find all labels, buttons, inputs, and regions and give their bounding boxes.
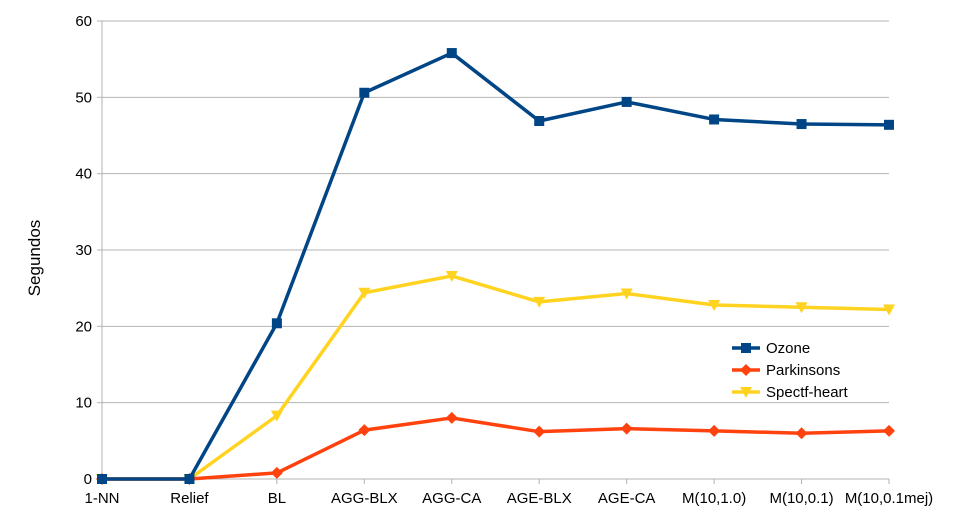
data-point (445, 411, 458, 424)
x-tick-label: AGE-BLX (507, 490, 572, 507)
data-point (884, 119, 894, 130)
data-point (795, 302, 808, 314)
series-ozone (97, 48, 894, 484)
y-axis-label: Segundos (25, 220, 44, 297)
data-point (358, 424, 371, 437)
data-point (620, 288, 633, 300)
data-point (358, 287, 371, 299)
data-point (533, 425, 546, 438)
data-point (796, 119, 807, 130)
legend-marker (740, 364, 752, 376)
series-parkinsons (96, 411, 895, 485)
data-point (620, 422, 633, 435)
legend-marker (741, 343, 751, 353)
data-point (708, 299, 721, 311)
y-tick-label: 20 (75, 318, 92, 335)
data-point (446, 48, 457, 59)
y-tick-label: 60 (75, 13, 92, 30)
legend-item: Ozone (732, 340, 810, 357)
legend-label: Ozone (766, 340, 810, 357)
x-tick-label: AGE-CA (598, 490, 656, 507)
data-point (270, 410, 283, 422)
legend-marker (740, 387, 752, 398)
x-tick-label: 1-NN (84, 490, 119, 507)
data-point (97, 474, 107, 484)
data-point (184, 474, 195, 484)
series-line (102, 51, 890, 481)
x-tick-label: M(10,0.1) (769, 490, 833, 507)
axes (97, 20, 890, 484)
data-point (270, 466, 283, 479)
legend-item: Parkinsons (732, 362, 840, 379)
x-tick-label: M(10,1.0) (682, 490, 746, 507)
grid (102, 20, 889, 404)
y-tick-label: 30 (75, 242, 92, 259)
legend-label: Parkinsons (766, 362, 840, 379)
data-point (445, 270, 458, 282)
series-line (102, 274, 890, 481)
y-axis-ticks: 0 10 20 30 40 50 60 (75, 13, 92, 488)
y-tick-label: 50 (75, 89, 92, 106)
series-line (102, 416, 890, 481)
x-tick-label: BL (268, 490, 286, 507)
data-point (534, 115, 545, 126)
data-point (795, 427, 808, 440)
data-point (533, 296, 546, 308)
data-point (359, 87, 370, 98)
y-tick-label: 0 (84, 471, 92, 488)
x-tick-label: M(10,0.1mej) (845, 490, 933, 507)
data-point (883, 304, 895, 316)
data-point (621, 96, 632, 107)
y-tick-label: 10 (75, 395, 92, 412)
legend-label: Spectf-heart (766, 384, 849, 401)
series-group (96, 48, 895, 485)
data-point (708, 424, 721, 437)
data-point (709, 114, 720, 125)
x-tick-label: Relief (170, 490, 209, 507)
x-axis-ticks: 1-NN Relief BL AGG-BLX AGG-CA AGE-BLX AGE-CA M(… (84, 490, 933, 507)
y-tick-label: 40 (75, 166, 92, 183)
x-tick-label: AGG-CA (422, 490, 481, 507)
data-point (883, 424, 895, 437)
x-tick-label: AGG-BLX (331, 490, 398, 507)
legend-item: Spectf-heart (732, 384, 849, 401)
data-point (271, 318, 282, 329)
legend: Ozone Parkinsons Spectf-heart (732, 340, 849, 401)
